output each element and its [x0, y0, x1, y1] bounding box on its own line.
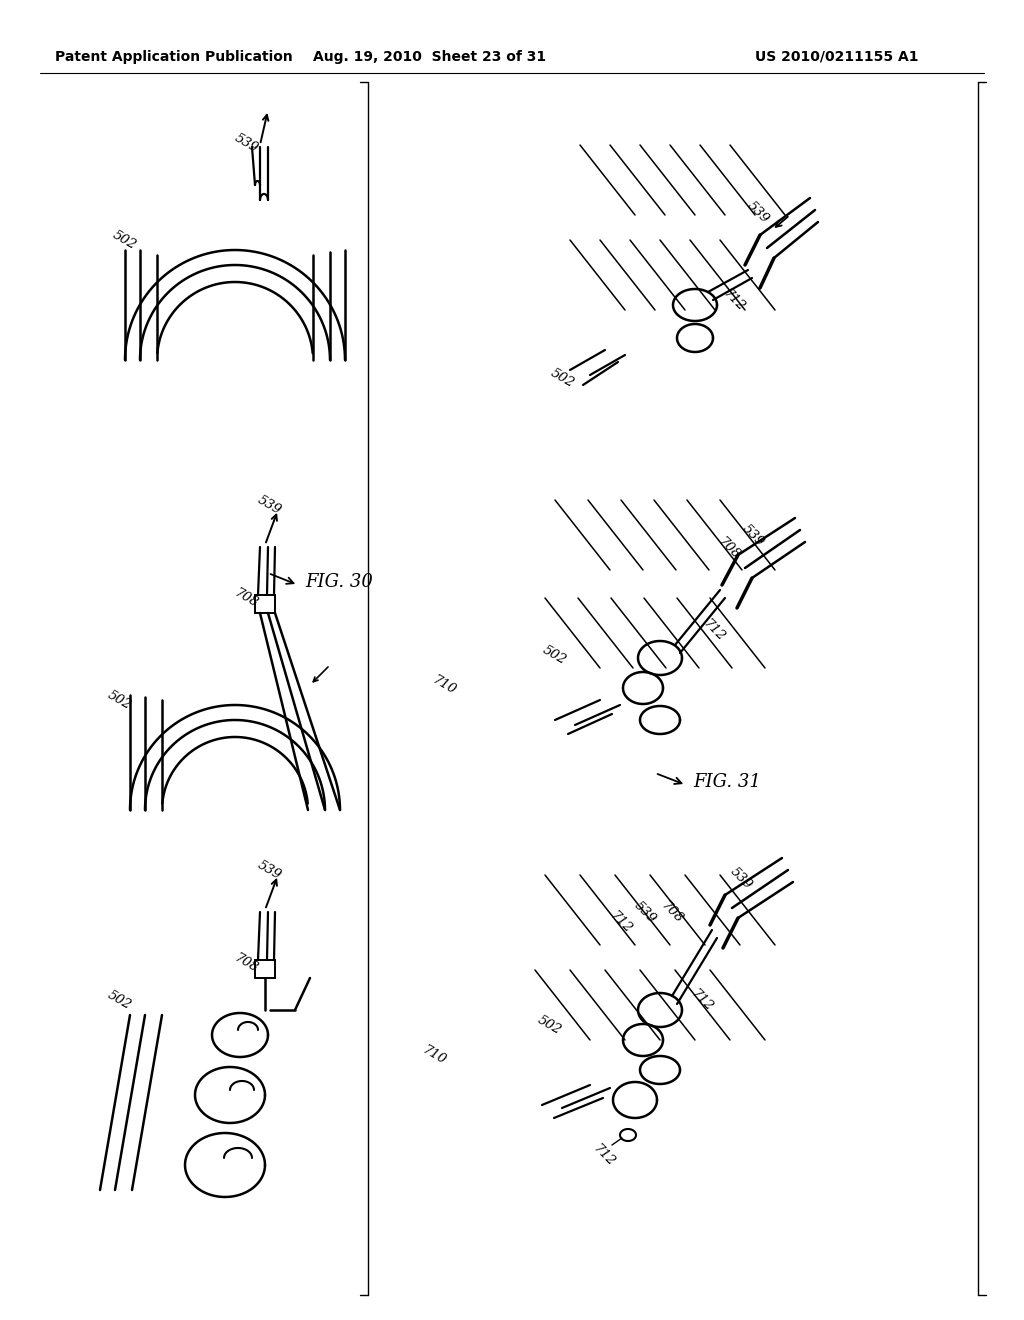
Text: 502: 502 — [105, 688, 133, 711]
Text: 539: 539 — [728, 865, 755, 891]
Text: 708: 708 — [232, 586, 260, 610]
Text: Patent Application Publication: Patent Application Publication — [55, 50, 293, 63]
Text: 502: 502 — [548, 366, 577, 389]
Text: 712: 712 — [590, 1142, 616, 1168]
Text: 708: 708 — [715, 535, 742, 561]
Text: US 2010/0211155 A1: US 2010/0211155 A1 — [755, 50, 919, 63]
Text: 539: 539 — [632, 899, 659, 925]
Text: Aug. 19, 2010  Sheet 23 of 31: Aug. 19, 2010 Sheet 23 of 31 — [313, 50, 547, 63]
Text: 539: 539 — [745, 198, 772, 226]
Text: 712: 712 — [700, 616, 727, 643]
Text: 708: 708 — [658, 899, 685, 925]
Text: 502: 502 — [110, 228, 138, 252]
Text: 712: 712 — [720, 286, 746, 313]
Text: FIG. 31: FIG. 31 — [693, 774, 761, 791]
FancyBboxPatch shape — [255, 960, 275, 978]
Text: 539: 539 — [255, 494, 284, 517]
Text: 710: 710 — [420, 1043, 449, 1067]
FancyBboxPatch shape — [255, 595, 275, 612]
Text: 712: 712 — [607, 908, 634, 936]
Text: 502: 502 — [105, 989, 133, 1012]
Text: 539: 539 — [255, 858, 284, 882]
Text: 708: 708 — [232, 952, 260, 975]
Text: 712: 712 — [688, 986, 715, 1014]
Text: 539: 539 — [740, 521, 767, 549]
Text: 502: 502 — [540, 643, 568, 667]
Text: FIG. 30: FIG. 30 — [305, 573, 373, 591]
Text: 710: 710 — [430, 673, 459, 697]
Text: 502: 502 — [535, 1012, 563, 1038]
Text: 539: 539 — [232, 131, 260, 154]
